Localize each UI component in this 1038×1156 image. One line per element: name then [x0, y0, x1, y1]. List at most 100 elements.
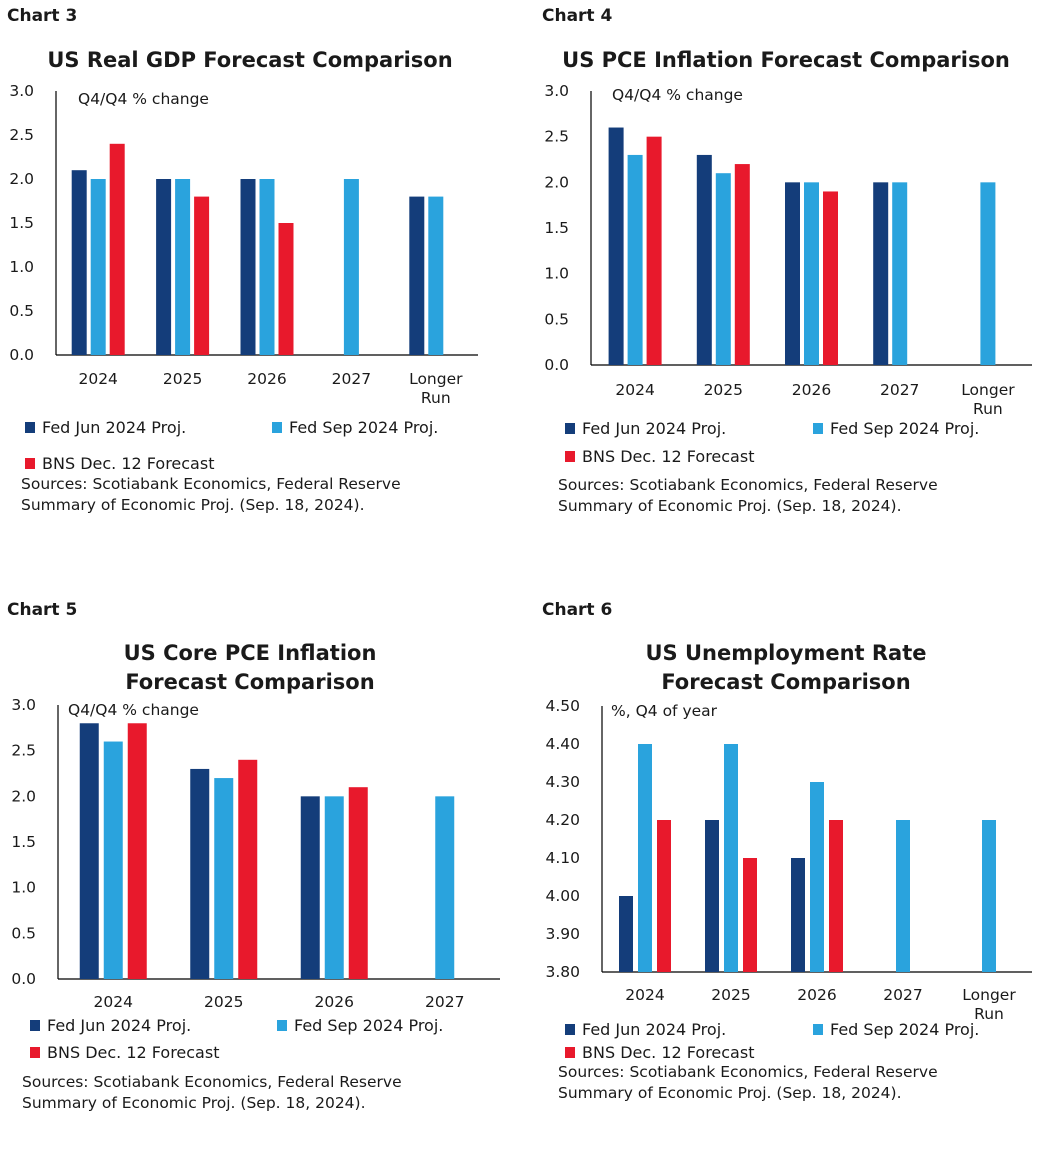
legend-swatch-fed-jun: [565, 423, 575, 434]
bar-fed-jun: [696, 154, 712, 365]
legend-fed-sep: Fed Sep 2024 Proj.: [272, 418, 438, 437]
y-tick-label: 4.40: [545, 735, 580, 753]
legend-swatch-fed-sep: [277, 1020, 287, 1031]
source-line: Sources: Scotiabank Economics, Federal R…: [558, 476, 938, 494]
legend-fed-jun: Fed Jun 2024 Proj.: [565, 419, 726, 438]
legend-fed-jun: Fed Jun 2024 Proj.: [25, 418, 186, 437]
y-tick-label: 3.0: [9, 82, 34, 100]
bar-bns: [646, 136, 662, 365]
x-tick-label: 2026: [797, 986, 836, 1004]
chart-6-svg: US Unemployment Rate Forecast Comparison%…: [545, 641, 1032, 1023]
bar-bns: [238, 759, 258, 979]
bar-bns: [348, 787, 368, 979]
bar-fed-sep: [324, 796, 344, 979]
legend-label: BNS Dec. 12 Forecast: [42, 454, 215, 473]
y-tick-label: 2.5: [11, 742, 36, 760]
y-tick-label: 1.5: [11, 833, 36, 851]
y-tick-label: 0.5: [9, 302, 34, 320]
unit-label: %, Q4 of year: [611, 702, 718, 720]
legend-label: Fed Sep 2024 Proj.: [289, 418, 439, 437]
bar-bns: [127, 723, 147, 979]
bar-fed-jun: [190, 768, 210, 979]
legend-fed-jun: Fed Jun 2024 Proj.: [30, 1016, 191, 1035]
x-tick-label: 2027: [332, 370, 371, 388]
bar-fed-jun: [873, 182, 889, 365]
y-tick-label: 0.0: [9, 346, 34, 364]
source-note: Sources: Scotiabank Economics, Federal R…: [22, 1072, 402, 1114]
unit-label: Q4/Q4 % change: [612, 86, 743, 104]
bar-fed-sep: [804, 182, 819, 365]
x-tick-label: Longer: [962, 986, 1016, 1004]
bar-fed-sep: [428, 196, 444, 355]
bar-fed-jun: [71, 170, 87, 355]
source-line: Summary of Economic Proj. (Sep. 18, 2024…: [558, 1084, 902, 1102]
bar-bns: [194, 196, 210, 355]
y-tick-label: 1.0: [11, 879, 36, 897]
chart-panel-5: Chart 5 US Core PCE Inflation Forecast Co…: [0, 594, 519, 1156]
x-tick-label: Longer: [961, 381, 1015, 399]
legend-swatch-fed-jun: [565, 1024, 575, 1035]
legend-swatch-bns: [565, 451, 575, 462]
chart-3-svg: US Real GDP Forecast Comparison Q4/Q4 % c…: [9, 48, 478, 407]
legend-swatch-bns: [565, 1047, 575, 1058]
y-tick-label: 1.5: [9, 214, 34, 232]
legend-label: Fed Jun 2024 Proj.: [42, 418, 187, 437]
legend-swatch-fed-jun: [30, 1020, 40, 1031]
y-tick-label: 2.0: [11, 787, 36, 805]
source-line: Summary of Economic Proj. (Sep. 18, 2024…: [21, 496, 365, 514]
bar-fed-sep: [214, 778, 234, 979]
bar-fed-jun: [156, 179, 172, 355]
bar-fed-jun: [409, 196, 425, 355]
source-note: Sources: Scotiabank Economics, Federal R…: [558, 1062, 938, 1104]
bar-fed-jun: [791, 858, 805, 972]
legend-label: Fed Sep 2024 Proj.: [830, 419, 980, 438]
y-tick-label: 0.0: [11, 970, 36, 988]
bar-bns: [829, 820, 843, 972]
source-line: Sources: Scotiabank Economics, Federal R…: [21, 475, 401, 493]
legend-label: Fed Sep 2024 Proj.: [830, 1020, 980, 1039]
bar-fed-sep: [103, 741, 123, 979]
legend-swatch-fed-sep: [272, 422, 282, 433]
bar-bns: [743, 858, 757, 972]
legend-bns: BNS Dec. 12 Forecast: [565, 1043, 754, 1062]
y-tick-label: 4.00: [545, 887, 580, 905]
x-tick-label: 2027: [880, 381, 919, 399]
legend-fed-sep: Fed Sep 2024 Proj.: [277, 1016, 443, 1035]
bar-fed-sep: [892, 182, 908, 365]
y-tick-label: 4.30: [545, 773, 580, 791]
bar-fed-sep: [980, 182, 996, 365]
y-tick-label: 2.5: [9, 126, 34, 144]
bar-fed-sep: [343, 179, 359, 355]
legend-swatch-fed-sep: [813, 423, 823, 434]
bar-fed-jun: [79, 723, 99, 979]
chart-5-svg: US Core PCE Inflation Forecast Comparison…: [11, 641, 500, 1011]
bar-bns: [657, 820, 671, 972]
x-tick-label: 2027: [425, 993, 464, 1011]
x-tick-label: Run: [973, 400, 1003, 418]
bar-fed-jun: [300, 796, 320, 979]
chart-panel-6: Chart 6 US Unemployment Rate Forecast Com…: [535, 594, 1038, 1156]
bar-fed-sep: [724, 744, 738, 972]
legend-label: Fed Jun 2024 Proj.: [582, 419, 727, 438]
chart-number: Chart 4: [542, 6, 613, 26]
legend-bns: BNS Dec. 12 Forecast: [25, 454, 214, 473]
bar-bns: [734, 164, 750, 365]
legend-label: BNS Dec. 12 Forecast: [582, 1043, 755, 1062]
x-tick-label: 2025: [704, 381, 743, 399]
bar-fed-sep: [638, 744, 652, 972]
y-tick-label: 0.5: [544, 310, 569, 328]
unit-label: Q4/Q4 % change: [78, 90, 209, 108]
x-tick-label: 2024: [78, 370, 117, 388]
x-tick-label: 2025: [204, 993, 243, 1011]
chart-title: US Core PCE Inflation: [124, 641, 377, 665]
legend-label: BNS Dec. 12 Forecast: [47, 1043, 220, 1062]
unit-label: Q4/Q4 % change: [68, 701, 199, 719]
bar-fed-sep: [715, 173, 731, 365]
bar-fed-jun: [785, 182, 800, 365]
y-tick-label: 1.5: [544, 219, 569, 237]
bar-bns: [109, 143, 125, 355]
source-line: Summary of Economic Proj. (Sep. 18, 2024…: [22, 1094, 366, 1112]
x-tick-label: Longer: [409, 370, 463, 388]
legend-fed-sep: Fed Sep 2024 Proj.: [813, 1020, 979, 1039]
legend-label: Fed Jun 2024 Proj.: [47, 1016, 192, 1035]
